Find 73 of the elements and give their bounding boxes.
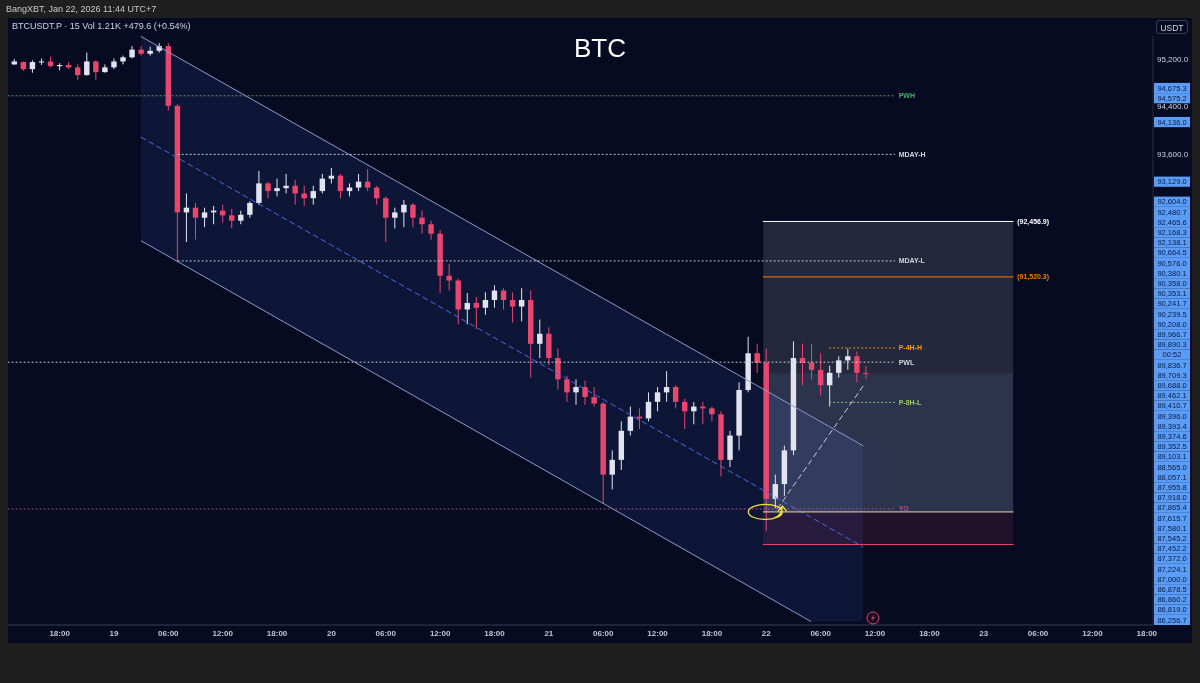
candlestick xyxy=(256,170,262,206)
candlestick xyxy=(609,449,615,490)
x-tick-label: 19 xyxy=(109,628,119,638)
candlestick xyxy=(102,63,108,74)
candlestick xyxy=(283,173,289,194)
candlestick xyxy=(84,52,90,77)
candlestick xyxy=(419,210,425,235)
text: BangXBT, Jan 22, 2026 11:44 UTC+7 xyxy=(6,3,157,15)
x-tick-label: 12:00 xyxy=(212,628,234,638)
candlestick xyxy=(428,220,434,241)
candlestick xyxy=(709,406,715,422)
x-tick-label: 18:00 xyxy=(701,628,723,638)
candlestick xyxy=(410,202,416,228)
candlestick xyxy=(265,181,271,199)
candlestick xyxy=(446,263,452,292)
x-tick-label: 18:00 xyxy=(919,628,941,638)
x-tick-label: 18:00 xyxy=(266,628,288,638)
candlestick xyxy=(274,178,280,197)
candlestick xyxy=(482,291,489,316)
x-tick-label: 23 xyxy=(979,628,989,638)
y-tick-label: 95,200.0 xyxy=(1157,54,1189,64)
x-tick-label: 12:00 xyxy=(1082,628,1104,638)
x-tick-label: 21 xyxy=(544,628,554,638)
candlestick xyxy=(201,207,208,228)
x-tick-label: 06:00 xyxy=(810,628,832,638)
candlestick xyxy=(591,386,597,408)
x-tick-label: 12:00 xyxy=(429,628,451,638)
candlestick xyxy=(582,380,588,406)
x-tick-label: 18:00 xyxy=(484,628,506,638)
candlestick xyxy=(310,185,316,206)
candlestick xyxy=(229,208,235,229)
x-tick-label: 12:00 xyxy=(647,628,669,638)
candlestick xyxy=(754,343,760,374)
x-tick-label: 06:00 xyxy=(375,628,397,638)
chart-subtitle: BTCUSDT.P · 15 Vol 1.21K +479.6 (+0.54%) xyxy=(12,21,191,32)
x-tick-label: 06:00 xyxy=(592,628,614,638)
y-axis-title: USDT xyxy=(1156,20,1188,34)
candlestick xyxy=(691,401,697,425)
chart-title: BTC xyxy=(574,33,626,63)
candlestick xyxy=(138,45,144,57)
candlestick xyxy=(845,348,851,371)
candlestick xyxy=(383,195,389,243)
candlestick xyxy=(627,406,634,437)
candlestick xyxy=(854,351,860,383)
candlestick xyxy=(301,185,307,207)
x-tick-label: 12:00 xyxy=(864,628,886,638)
candlestick xyxy=(537,319,543,359)
candlestick xyxy=(518,287,525,322)
candlestick xyxy=(509,291,516,324)
x-tick-label: 22 xyxy=(761,628,772,638)
candlestick xyxy=(401,199,407,228)
candlestick xyxy=(863,365,869,380)
candlestick xyxy=(192,202,199,241)
candlestick xyxy=(292,179,298,206)
candlestick xyxy=(364,168,371,192)
candlestick xyxy=(111,57,117,70)
candlestick xyxy=(473,296,480,330)
y-tick-label: 93,600.0 xyxy=(1157,149,1189,159)
x-tick-label: 18:00 xyxy=(1136,628,1158,638)
y-tick-label: 94,400.0 xyxy=(1157,102,1189,112)
candlestick xyxy=(564,375,570,403)
candlestick xyxy=(672,384,679,409)
candlestick xyxy=(93,59,99,81)
candlestick xyxy=(836,355,842,379)
x-tick-label: 06:00 xyxy=(1027,628,1049,638)
x-tick-label: 06:00 xyxy=(158,628,180,638)
candlestick xyxy=(555,348,561,390)
candlestick xyxy=(654,386,661,412)
candlestick xyxy=(392,207,398,229)
candlestick xyxy=(808,343,815,380)
candlestick xyxy=(573,378,579,406)
x-tick-label: 18:00 xyxy=(49,628,71,638)
x-tick-label: 20 xyxy=(326,628,337,638)
